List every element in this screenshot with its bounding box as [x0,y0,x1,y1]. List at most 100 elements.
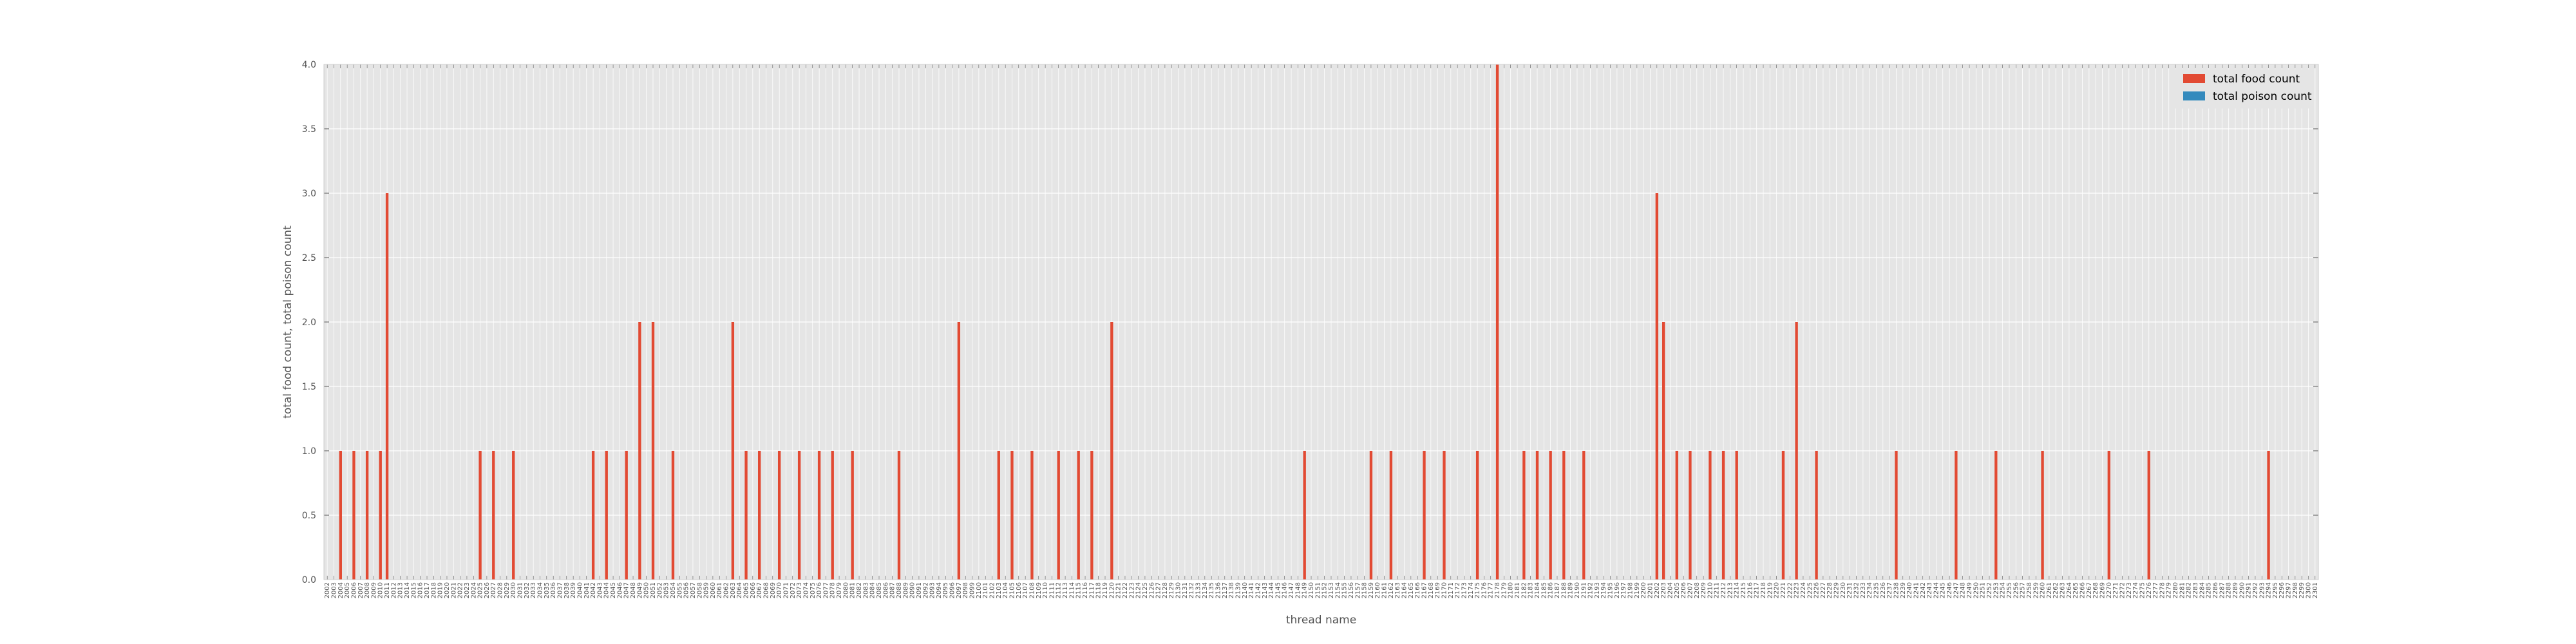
x-tick-label: 2235 [1873,582,1880,598]
x-tick-label: 2037 [556,582,564,598]
x-tick-label: 2224 [1800,582,1807,598]
bars-group [339,64,2270,580]
x-tick-label: 2003 [330,582,337,598]
x-tick-label: 2010 [377,582,384,598]
x-tick-label: 2002 [324,582,331,598]
x-tick-label: 2094 [936,582,943,598]
x-tick-label: 2006 [350,582,357,598]
x-tick-label: 2255 [2006,582,2013,598]
x-tick-label: 2061 [716,582,723,598]
bar-food-count [2147,451,2150,580]
y-tick-label: 0.5 [302,511,316,521]
x-tick-label: 2167 [1421,582,1428,598]
x-tick-label: 2015 [410,582,417,598]
bar-food-count [1475,451,1479,580]
y-tick-label: 3.0 [302,189,316,199]
x-tick-label: 2121 [1115,582,1122,598]
x-tick-label: 2060 [710,582,717,598]
x-tick-label: 2226 [1814,582,1821,598]
x-tick-label: 2150 [1308,582,1315,598]
bar-food-count [1549,451,1552,580]
x-tick-label: 2221 [1780,582,1787,598]
x-tick-label: 2239 [1900,582,1907,598]
x-tick-label: 2185 [1540,582,1548,598]
x-tick-label: 2141 [1248,582,1255,598]
x-tick-label: 2124 [1135,582,1142,598]
x-tick-label: 2051 [650,582,657,598]
x-tick-label: 2058 [696,582,703,598]
x-tick-label: 2108 [1028,582,1036,598]
x-tick-label: 2251 [1980,582,1987,598]
x-tick-label: 2234 [1866,582,1873,598]
x-tick-label: 2077 [822,582,829,598]
x-tick-label: 2100 [976,582,983,598]
y-axis: 0.0 0.5 1.0 1.5 2.0 2.5 3.0 3.5 4.0 [302,60,2318,585]
legend-entry-poison: total poison count [2213,90,2312,103]
x-tick-label: 2085 [876,582,883,598]
x-tick-label: 2256 [2012,582,2020,598]
bar-food-count [1423,451,1426,580]
x-tick-label: 2130 [1175,582,1182,598]
bar-food-count [851,451,854,580]
bar-food-count [1994,451,1998,580]
x-tick-label: 2063 [730,582,737,598]
x-tick-label: 2067 [756,582,763,598]
x-tick-label: 2213 [1727,582,1734,598]
x-tick-label: 2074 [802,582,810,598]
x-tick-label: 2030 [510,582,517,598]
x-tick-label: 2059 [703,582,710,598]
x-tick-label: 2132 [1188,582,1195,598]
x-tick-label: 2087 [889,582,896,598]
bar-food-count [1675,451,1678,580]
bar-food-count [744,451,748,580]
bar-food-count [1077,451,1080,580]
x-tick-label: 2080 [842,582,849,598]
y-tick-label: 3.5 [302,124,316,135]
x-tick-label: 2274 [2132,582,2139,598]
x-tick-label: 2262 [2052,582,2060,598]
x-tick-label: 2035 [544,582,551,598]
x-tick-label: 2187 [1554,582,1561,598]
x-tick-label: 2098 [962,582,969,598]
x-tick-label: 2148 [1294,582,1302,598]
x-tick-label: 2045 [610,582,617,598]
x-tick-label: 2222 [1786,582,1794,598]
x-tick-label: 2292 [2252,582,2259,598]
x-tick-label: 2238 [1893,582,1900,598]
x-tick-label: 2025 [477,582,484,598]
x-tick-label: 2142 [1255,582,1262,598]
bar-food-count [1781,451,1785,580]
x-tick-label: 2113 [1062,582,1069,598]
y-tick-label: 1.0 [302,446,316,457]
x-tick-label: 2242 [1920,582,1927,598]
x-tick-label: 2192 [1587,582,1595,598]
x-tick-label: 2210 [1707,582,1714,598]
bar-food-count [1443,451,1446,580]
x-tick-label: 2285 [2206,582,2213,598]
x-tick-label: 2232 [1853,582,1861,598]
x-tick-label: 2086 [882,582,889,598]
x-tick-label: 2207 [1687,582,1694,598]
x-tick-label: 2243 [1926,582,1933,598]
x-tick-label: 2175 [1474,582,1481,598]
x-tick-label: 2269 [2099,582,2106,598]
x-tick-label: 2198 [1627,582,1634,598]
x-tick-label: 2101 [982,582,989,598]
x-tick-label: 2014 [404,582,411,598]
bar-food-count [1495,64,1499,580]
x-tick-label: 2115 [1075,582,1083,598]
x-tick-label: 2109 [1036,582,1043,598]
x-tick-label: 2021 [450,582,457,598]
x-tick-label: 2206 [1680,582,1687,598]
legend: total food count total poison count [2173,69,2313,109]
x-tick-label: 2230 [1840,582,1847,598]
x-tick-label: 2012 [390,582,397,598]
x-tick-label: 2068 [763,582,770,598]
x-tick-label: 2046 [616,582,623,598]
x-tick-label: 2202 [1654,582,1661,598]
x-tick-label: 2024 [470,582,477,598]
x-tick-label: 2143 [1262,582,1269,598]
x-tick-label: 2131 [1182,582,1189,598]
x-tick-label: 2270 [2106,582,2113,598]
